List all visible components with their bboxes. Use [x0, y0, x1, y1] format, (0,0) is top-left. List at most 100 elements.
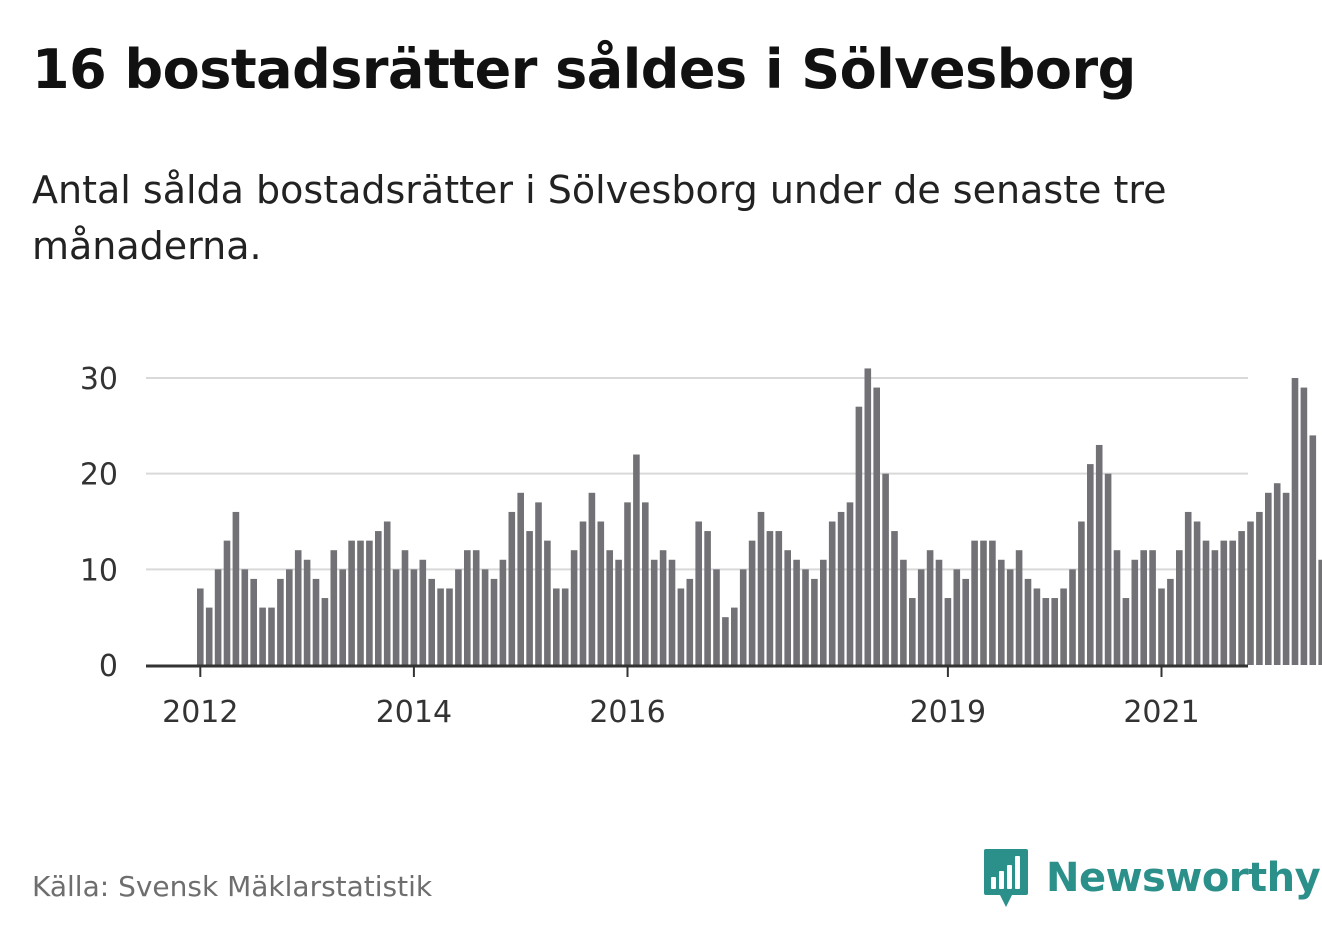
bar [1104, 473, 1112, 665]
bar [490, 578, 498, 665]
bar [428, 578, 435, 665]
bar [205, 607, 213, 665]
bar [668, 559, 676, 665]
bar [980, 540, 987, 665]
bar [606, 550, 613, 665]
bar [917, 569, 925, 665]
bar [1042, 598, 1050, 665]
bar [846, 502, 854, 665]
bar [303, 559, 311, 665]
bar [508, 511, 516, 665]
bar [757, 511, 765, 665]
y-tick-label: 20 [80, 458, 118, 493]
bar [561, 588, 569, 665]
bar [935, 559, 943, 665]
bar [268, 607, 275, 665]
bar [1265, 492, 1272, 665]
bar [650, 559, 658, 665]
bar [1220, 540, 1228, 665]
bar [820, 559, 827, 665]
bar [499, 559, 507, 665]
bar [1095, 444, 1103, 665]
bar [677, 588, 685, 665]
bar [1184, 511, 1192, 665]
bar [828, 521, 836, 665]
bar [481, 569, 489, 665]
bar [909, 598, 916, 665]
bar [633, 454, 640, 665]
bar [766, 531, 774, 665]
bar [1140, 550, 1147, 665]
bar [1060, 588, 1067, 665]
bar [1087, 464, 1094, 665]
bar [944, 598, 952, 665]
bar [926, 550, 934, 665]
bar [953, 569, 961, 665]
bar [1024, 578, 1032, 665]
bar [624, 502, 631, 665]
bar [1149, 550, 1156, 665]
bar [659, 550, 667, 665]
newsworthy-logo-icon [984, 849, 1028, 907]
bar [464, 550, 471, 665]
bar [837, 511, 845, 665]
bar [1113, 550, 1121, 665]
bar [1291, 378, 1299, 665]
bar [811, 578, 818, 665]
bar [553, 588, 560, 665]
bar [731, 607, 738, 665]
bar [873, 387, 880, 665]
bar [1318, 559, 1322, 665]
bar [437, 588, 444, 665]
bar [1238, 531, 1245, 665]
bar [784, 550, 791, 665]
bar [410, 569, 418, 665]
brand-name: Newsworthy [1046, 855, 1321, 901]
bar [312, 578, 320, 665]
bar [392, 569, 400, 665]
chart-title: 16 bostadsrätter såldes i Sölvesborg [32, 38, 1136, 101]
bar [998, 559, 1005, 665]
bar [686, 578, 694, 665]
bar [1167, 578, 1174, 665]
bar [1309, 435, 1317, 665]
bar [855, 406, 863, 665]
bar [544, 540, 551, 665]
bar [1078, 521, 1085, 665]
bar [989, 540, 996, 665]
bar [455, 569, 462, 665]
bar [1193, 521, 1201, 665]
bar [241, 569, 249, 665]
bar [472, 550, 480, 665]
y-tick-label: 30 [80, 362, 118, 397]
bar [971, 540, 978, 665]
bar [286, 569, 293, 665]
y-tick-label: 10 [80, 553, 118, 588]
bar [1273, 483, 1281, 665]
bar [1247, 521, 1254, 665]
bar [348, 540, 355, 665]
bar [579, 521, 587, 665]
x-tick-label: 2016 [589, 695, 665, 730]
bar [570, 550, 578, 665]
bar [615, 559, 622, 665]
bar [526, 531, 533, 665]
bar [339, 569, 346, 665]
brand-logo: Newsworthy [982, 846, 1321, 910]
source-note: Källa: Svensk Mäklarstatistik [32, 870, 433, 903]
bar [1069, 569, 1076, 665]
bar [882, 473, 889, 665]
bar [330, 550, 338, 665]
bar [962, 578, 969, 665]
bar [294, 550, 302, 665]
bar [250, 578, 257, 665]
bar [1122, 598, 1130, 665]
bar [775, 531, 783, 665]
bar [321, 598, 329, 665]
bar [366, 540, 373, 665]
bar [223, 540, 231, 665]
bar [1006, 569, 1014, 665]
bar [1282, 492, 1290, 665]
bar [419, 559, 427, 665]
